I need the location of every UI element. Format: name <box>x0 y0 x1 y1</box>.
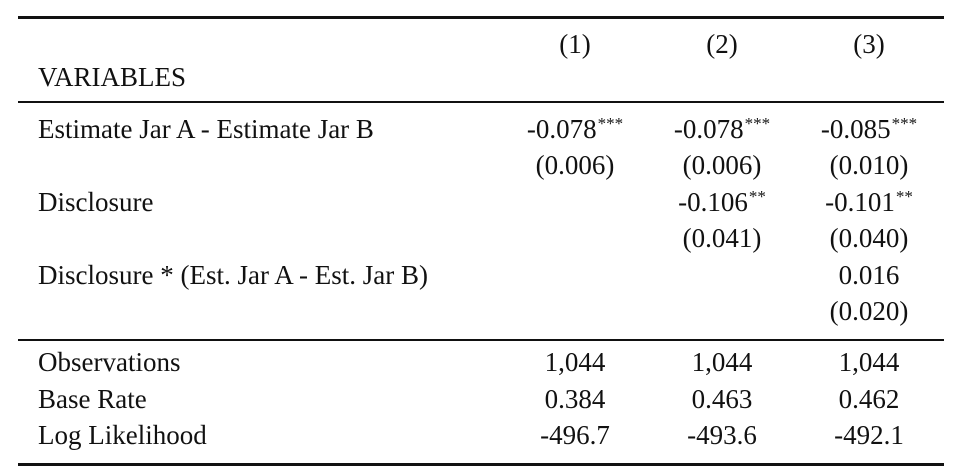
column-header-2: (2) <box>706 29 738 59</box>
se-estimate-diff-col1: (0.006) <box>535 150 615 180</box>
se-interaction-col3: (0.020) <box>829 296 909 326</box>
significance-stars: ** <box>895 187 913 206</box>
stat-label-log-likelihood: Log Likelihood <box>38 420 207 450</box>
coef-estimate-diff-col2: -0.078*** <box>673 114 771 144</box>
se-estimate-diff-col2: (0.006) <box>682 150 762 180</box>
stat-observations-col2: 1,044 <box>691 347 753 377</box>
se-estimate-diff-col3: (0.010) <box>829 150 909 180</box>
se-disclosure-col2: (0.041) <box>682 223 762 253</box>
se-disclosure-col3: (0.040) <box>829 223 909 253</box>
variables-header: VARIABLES <box>38 62 187 92</box>
coef-estimate-diff-col3: -0.085*** <box>820 114 918 144</box>
coef-estimate-diff-col1: -0.078*** <box>526 114 624 144</box>
stat-log-likelihood-col3: -492.1 <box>834 420 904 450</box>
stat-base-rate-col2: 0.463 <box>691 384 753 414</box>
stat-observations-col1: 1,044 <box>544 347 606 377</box>
header-rule <box>18 101 944 103</box>
row-label-disclosure-interaction: Disclosure * (Est. Jar A - Est. Jar B) <box>38 260 428 290</box>
stat-observations-col3: 1,044 <box>838 347 900 377</box>
stat-label-base-rate: Base Rate <box>38 384 147 414</box>
stat-log-likelihood-col1: -496.7 <box>540 420 610 450</box>
coef-disclosure-col3: -0.101** <box>825 187 913 217</box>
stat-log-likelihood-col2: -493.6 <box>687 420 757 450</box>
top-rule <box>18 16 944 19</box>
significance-stars: *** <box>891 114 918 133</box>
significance-stars: *** <box>597 114 624 133</box>
coef-disclosure-col2: -0.106** <box>678 187 766 217</box>
stat-label-observations: Observations <box>38 347 181 377</box>
stats-rule <box>18 339 944 341</box>
significance-stars: ** <box>748 187 766 206</box>
row-label-disclosure: Disclosure <box>38 187 154 217</box>
column-header-1: (1) <box>559 29 591 59</box>
stat-base-rate-col3: 0.462 <box>838 384 900 414</box>
stat-base-rate-col1: 0.384 <box>544 384 606 414</box>
row-label-estimate-diff: Estimate Jar A - Estimate Jar B <box>38 114 374 144</box>
bottom-rule <box>18 463 944 466</box>
significance-stars: *** <box>744 114 771 133</box>
column-header-3: (3) <box>853 29 885 59</box>
coef-interaction-col3: 0.016 <box>838 260 900 290</box>
